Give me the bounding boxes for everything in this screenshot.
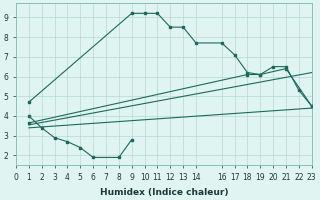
X-axis label: Humidex (Indice chaleur): Humidex (Indice chaleur)	[100, 188, 228, 197]
